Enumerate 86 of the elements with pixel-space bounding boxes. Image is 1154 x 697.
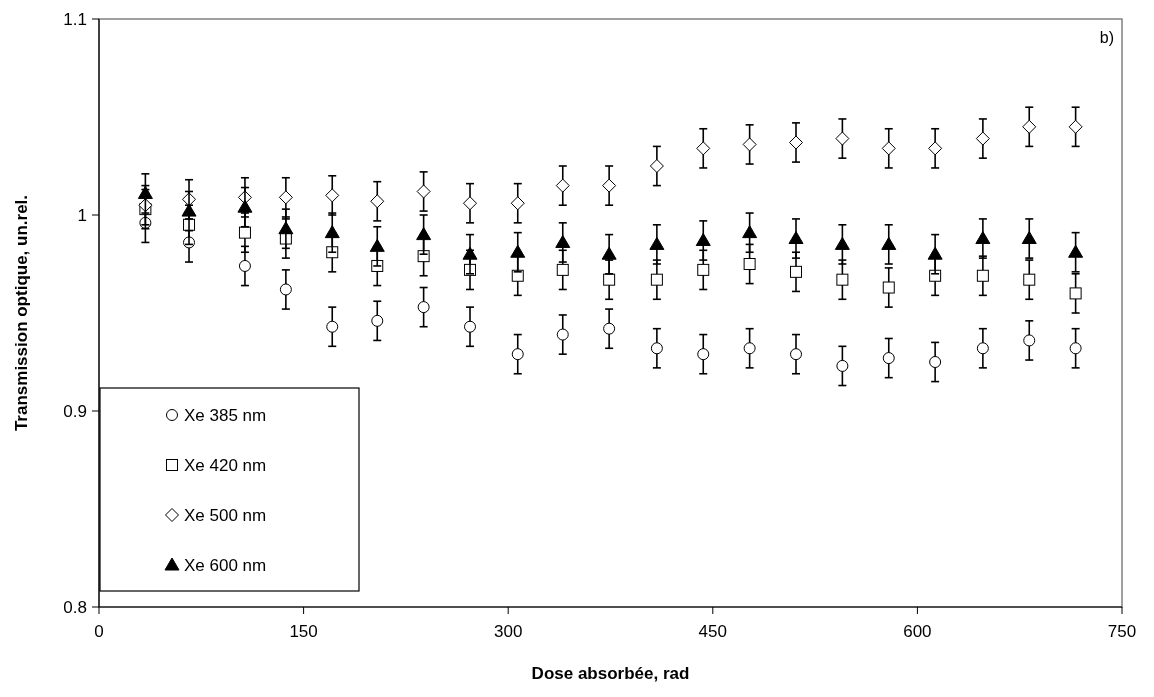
point: [975, 231, 991, 245]
x-tick-label: 150: [289, 622, 318, 641]
point: [743, 342, 756, 355]
point: [650, 273, 663, 286]
x-tick-label: 450: [698, 622, 727, 641]
point: [743, 258, 756, 270]
point: [278, 190, 293, 205]
point: [928, 141, 943, 156]
point: [555, 178, 570, 193]
point: [556, 328, 569, 341]
point: [835, 131, 850, 146]
y-tick-label: 0.8: [63, 597, 87, 617]
point: [1069, 342, 1082, 355]
point: [556, 263, 569, 276]
legend-label: Xe 500 nm: [184, 505, 267, 525]
point: [697, 348, 710, 361]
x-tick-label: 600: [903, 622, 932, 641]
x-tick-label: 300: [494, 622, 523, 641]
point: [510, 244, 526, 258]
point: [1021, 231, 1037, 245]
point: [788, 231, 804, 245]
point: [882, 352, 895, 365]
legend-label: Xe 600 nm: [184, 555, 267, 575]
point: [237, 199, 253, 213]
point: [510, 196, 525, 211]
point: [742, 137, 757, 152]
point: [1023, 273, 1036, 286]
point: [975, 131, 990, 146]
x-tick-label: 0: [94, 622, 104, 641]
point: [882, 281, 895, 294]
point: [1068, 119, 1083, 134]
point: [881, 141, 896, 156]
point: [836, 273, 849, 286]
point: [696, 141, 711, 156]
point: [416, 227, 432, 241]
y-axis-title: Transmission optique, un.rel.: [12, 194, 31, 432]
y-tick-label: 0.9: [63, 401, 87, 421]
x-axis-title: Dose absorbée, rad: [531, 664, 690, 683]
point: [649, 159, 664, 173]
point: [370, 194, 385, 209]
point: [279, 283, 292, 296]
point: [326, 320, 339, 333]
point: [416, 184, 431, 199]
point: [511, 348, 524, 361]
y-tick-label: 1: [77, 205, 87, 225]
point: [462, 246, 478, 260]
point: [834, 236, 850, 250]
point: [603, 322, 616, 335]
point: [1023, 334, 1036, 347]
legend-label: Xe 420 nm: [184, 455, 267, 475]
point: [371, 314, 384, 327]
point: [650, 342, 663, 355]
point: [463, 196, 478, 211]
point: [789, 135, 803, 150]
point: [976, 269, 989, 282]
annotation: b): [1099, 29, 1114, 46]
point: [238, 259, 251, 272]
point: [238, 226, 251, 239]
point: [695, 232, 711, 246]
point: [137, 185, 153, 199]
point: [790, 348, 802, 361]
point: [790, 265, 802, 278]
point: [464, 320, 477, 333]
point: [324, 225, 340, 239]
point: [929, 356, 942, 368]
point: [369, 238, 385, 252]
point: [555, 234, 571, 248]
point: [601, 246, 617, 260]
point: [742, 225, 758, 239]
point: [976, 342, 989, 355]
point: [697, 263, 710, 276]
point: [181, 203, 197, 217]
point: [1068, 244, 1084, 258]
x-tick-label: 750: [1107, 622, 1137, 641]
point: [1069, 287, 1082, 300]
legend-label: Xe 385 nm: [184, 405, 267, 425]
point: [836, 359, 849, 372]
point: [602, 178, 617, 193]
y-tick-label: 1.1: [63, 9, 87, 29]
point: [881, 236, 897, 250]
point: [649, 236, 665, 250]
point: [1022, 119, 1037, 134]
point: [417, 301, 430, 314]
point: [603, 273, 616, 286]
point: [927, 246, 943, 260]
point: [325, 188, 340, 203]
